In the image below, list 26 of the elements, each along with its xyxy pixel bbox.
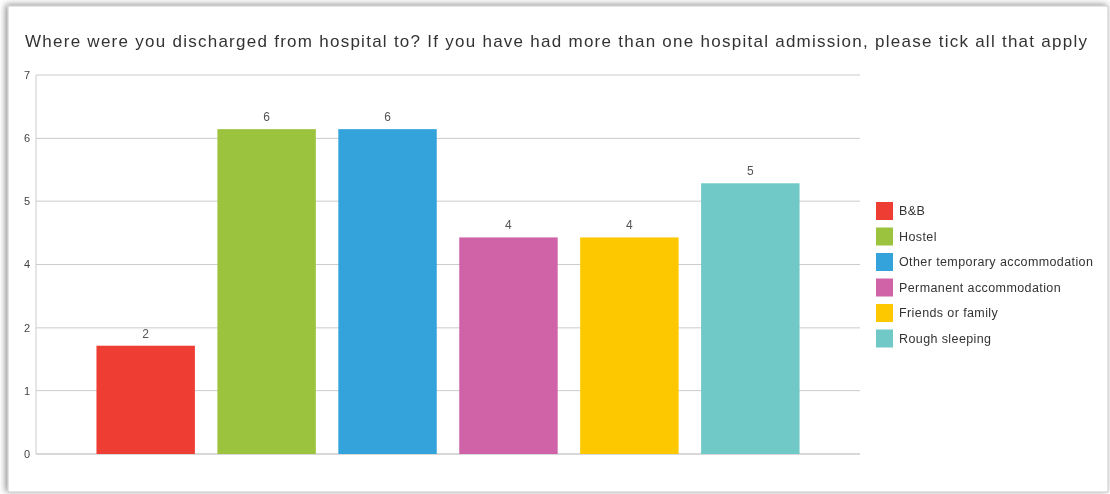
bar bbox=[459, 237, 558, 454]
legend-label: B&B bbox=[899, 204, 926, 219]
data-label: 4 bbox=[626, 218, 634, 233]
bar bbox=[96, 345, 195, 454]
legend-label: Hostel bbox=[899, 229, 937, 244]
legend-label: Permanent accommodation bbox=[899, 280, 1062, 295]
y-tick-label: 6 bbox=[23, 132, 30, 145]
y-tick-label: 7 bbox=[23, 68, 30, 81]
legend-label: Other temporary accommodation bbox=[899, 255, 1094, 270]
y-tick-label: 2 bbox=[23, 321, 30, 334]
y-tick-label: 5 bbox=[23, 195, 30, 207]
y-tick-label: 0 bbox=[23, 447, 30, 460]
legend-label: Friends or family bbox=[899, 306, 999, 321]
y-tick-label: 4 bbox=[23, 258, 30, 271]
bar bbox=[338, 129, 437, 454]
bar bbox=[217, 129, 316, 454]
data-label: 6 bbox=[263, 110, 271, 125]
data-label: 6 bbox=[384, 110, 392, 125]
data-label: 5 bbox=[746, 164, 754, 179]
chart-title: Where were you discharged from hospital to? If you have had more than one hospital admission, please tick all that apply bbox=[25, 32, 1088, 51]
bar bbox=[580, 237, 679, 454]
bar bbox=[701, 183, 800, 454]
y-tick-label: 1 bbox=[23, 384, 30, 397]
data-label: 2 bbox=[142, 326, 150, 341]
legend-label: Rough sleeping bbox=[899, 331, 992, 346]
data-label: 4 bbox=[505, 218, 513, 233]
